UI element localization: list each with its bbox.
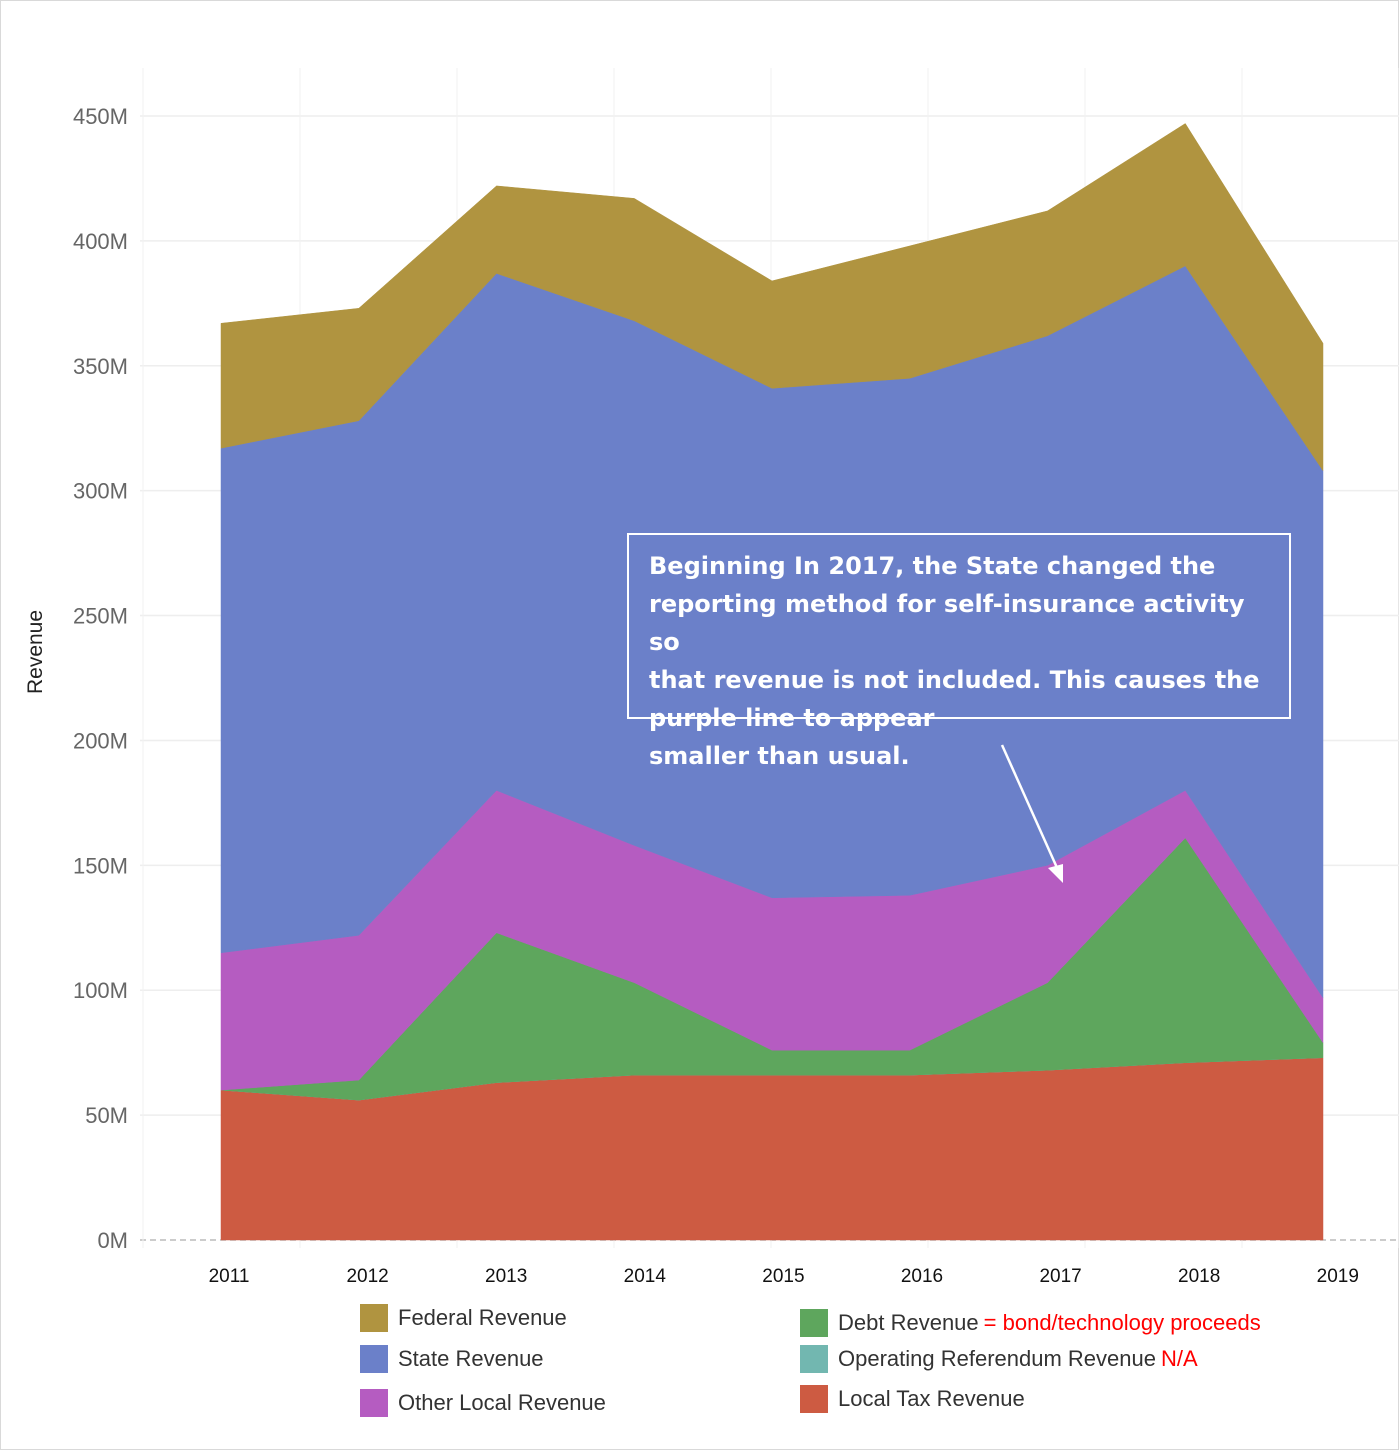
y-axis-ticks: 0M 50M 100M 150M 200M 250M 300M 350M 400M 450M: [73, 104, 128, 1253]
x-tick-label: 2019: [1317, 1266, 1359, 1287]
legend-label-state: State Revenue: [398, 1346, 544, 1371]
y-tick-label: 400M: [73, 229, 128, 254]
legend-note-debt: = bond/technology proceeds: [983, 1310, 1261, 1335]
legend-item-state: State Revenue: [360, 1344, 544, 1374]
legend-swatch-state: [360, 1345, 388, 1373]
x-tick-label: 2014: [624, 1266, 667, 1287]
legend-label-federal: Federal Revenue: [398, 1305, 567, 1330]
y-tick-label: 350M: [73, 354, 128, 379]
legend-note-operating-referendum: N/A: [1160, 1346, 1198, 1371]
annotation-line: reporting method for self-insurance acti…: [649, 590, 1245, 656]
annotation-line: Beginning In 2017, the State changed the: [649, 552, 1216, 580]
x-tick-label: 2012: [346, 1266, 388, 1287]
legend-item-debt: Debt Revenue = bond/technology proceeds: [800, 1308, 1261, 1338]
area-federal: [220, 123, 1324, 472]
y-axis-label: Revenue: [24, 610, 47, 694]
y-tick-label: 200M: [73, 728, 128, 753]
x-axis-ticks: 2011 2012 2013 2014 2015 2016 2017 2018 2019: [209, 1266, 1359, 1287]
legend-label-local-tax: Local Tax Revenue: [838, 1386, 1025, 1411]
legend-swatch-local-tax: [800, 1385, 828, 1413]
annotation-arrow: [1000, 744, 1063, 883]
x-tick-label: 2011: [209, 1266, 250, 1287]
y-tick-label: 100M: [73, 978, 128, 1003]
legend-swatch-other-local: [360, 1389, 388, 1417]
y-tick-label: 50M: [85, 1103, 128, 1128]
legend-swatch-federal: [360, 1304, 388, 1332]
legend-swatch-operating-referendum: [800, 1345, 828, 1373]
y-tick-label: 0M: [97, 1228, 128, 1253]
y-tick-label: 300M: [73, 479, 128, 504]
legend-label-operating-referendum: Operating Referendum Revenue: [838, 1346, 1156, 1371]
legend-swatch-debt: [800, 1309, 828, 1337]
legend-item-other-local: Other Local Revenue: [360, 1388, 606, 1418]
x-tick-label: 2015: [762, 1266, 804, 1287]
chart-legend: Federal Revenue State Revenue Other Loca…: [360, 1303, 1360, 1433]
y-tick-label: 250M: [73, 604, 128, 629]
x-tick-label: 2016: [901, 1266, 943, 1287]
legend-item-local-tax: Local Tax Revenue: [800, 1384, 1025, 1414]
legend-item-federal: Federal Revenue: [360, 1303, 567, 1333]
legend-label-other-local: Other Local Revenue: [398, 1390, 606, 1415]
x-tick-label: 2018: [1178, 1266, 1220, 1287]
legend-label-debt: Debt Revenue: [838, 1310, 979, 1335]
annotation-line: smaller than usual.: [649, 742, 910, 770]
annotation-line: purple line to appear: [649, 704, 935, 732]
annotation-line: that revenue is not included. This cause…: [649, 666, 1260, 694]
x-tick-label: 2017: [1039, 1266, 1081, 1287]
x-tick-label: 2013: [485, 1266, 527, 1287]
legend-item-operating-referendum: Operating Referendum Revenue N/A: [800, 1344, 1198, 1374]
y-tick-label: 150M: [73, 853, 128, 878]
y-tick-label: 450M: [73, 104, 128, 129]
annotation-box: Beginning In 2017, the State changed the…: [627, 533, 1291, 770]
